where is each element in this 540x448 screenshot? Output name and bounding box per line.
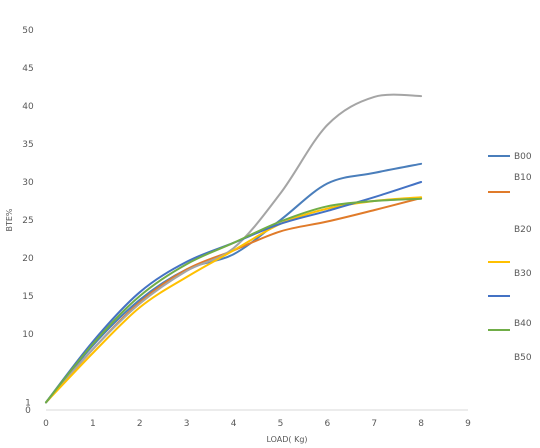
x-tick-label: 8 (418, 419, 424, 429)
x-tick-label: 7 (371, 419, 377, 429)
y-tick-label: 40 (22, 102, 34, 112)
y-tick-label: 1 (25, 398, 31, 408)
series-line-b30 (45, 196, 423, 404)
y-tick-label: 0 (25, 406, 31, 416)
legend-label-b40: B40 (514, 319, 532, 329)
y-tick-label: 45 (22, 64, 33, 74)
legend: B00 B10 B20 B30 B40 B50 (488, 152, 532, 363)
x-axis-title: LOAD( Kg) (266, 435, 307, 444)
y-tick-label: 25 (22, 216, 33, 226)
legend-label-b30: B30 (514, 269, 532, 279)
x-tick-label: 0 (43, 419, 49, 429)
y-tick-label: 50 (22, 26, 34, 36)
y-tick-label: 30 (22, 178, 34, 188)
y-tick-label: 20 (22, 254, 34, 264)
y-axis-title: BTE% (5, 208, 14, 231)
x-tick-label: 5 (278, 419, 284, 429)
legend-label-b10: B10 (514, 173, 532, 183)
legend-label-b00: B00 (514, 152, 532, 162)
y-tick-label: 15 (22, 292, 33, 302)
series-line-b20 (45, 93, 423, 404)
x-tick-label: 1 (90, 419, 96, 429)
x-tick-label: 4 (231, 419, 237, 429)
x-tick-label: 9 (465, 419, 471, 429)
series-lines (45, 93, 423, 404)
series-line-b50 (45, 197, 423, 404)
series-line-b00 (45, 162, 423, 404)
x-tick-label: 2 (137, 419, 143, 429)
series-line-b40 (45, 181, 423, 404)
legend-label-b20: B20 (514, 225, 532, 235)
x-tick-label: 6 (324, 419, 330, 429)
y-tick-label: 10 (22, 330, 34, 340)
series-line-b10 (45, 197, 423, 404)
x-tick-label: 3 (184, 419, 190, 429)
y-tick-label: 35 (22, 140, 33, 150)
legend-label-b50: B50 (514, 353, 532, 363)
